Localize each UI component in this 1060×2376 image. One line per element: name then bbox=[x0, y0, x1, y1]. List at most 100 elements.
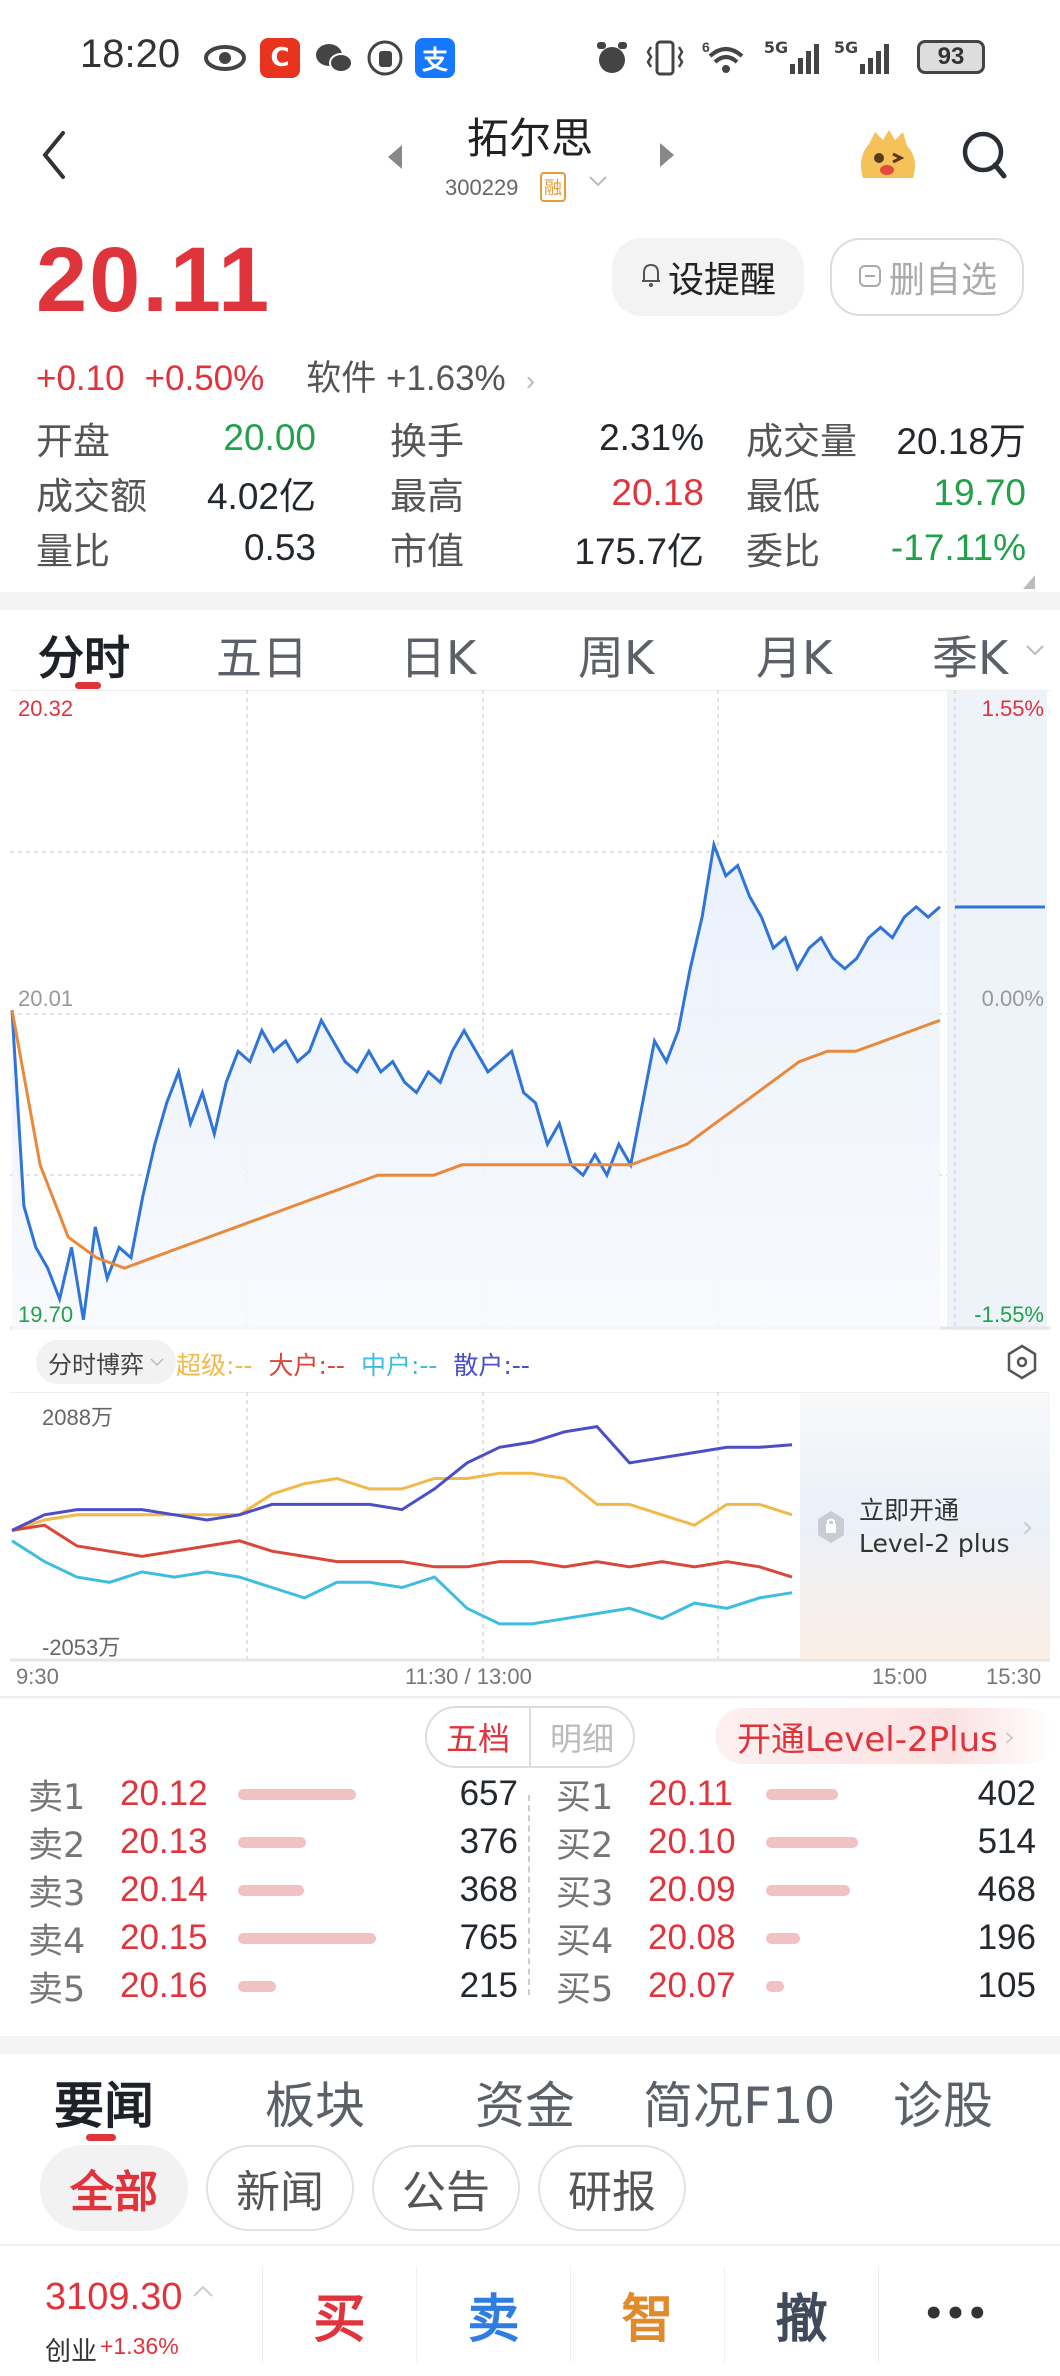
stats-grid: 开盘 20.00 换手 2.31% 成交量 20.18万 成交额 4.02亿 最高 20.… bbox=[36, 410, 1026, 575]
more-icon[interactable]: ••• bbox=[878, 2266, 1032, 2362]
index-change: +1.36% bbox=[100, 2333, 179, 2359]
ask-row[interactable]: 卖5 20.16 215 bbox=[28, 1966, 518, 2010]
stat-market-cap: 市值 175.7亿 bbox=[390, 529, 704, 573]
next-stock-arrow-icon[interactable] bbox=[660, 143, 674, 167]
bid-row[interactable]: 买2 20.10 514 bbox=[556, 1822, 1036, 1866]
ask-side: 卖1 20.12 657 卖2 20.13 376 卖3 20.14 368 卖4 20.15… bbox=[28, 1770, 518, 2010]
flow-y-max: 2088万 bbox=[42, 1405, 113, 1430]
vibrate-icon bbox=[645, 38, 685, 78]
tab-f10[interactable]: 简况F10 bbox=[643, 2077, 836, 2135]
orderbook-toggle: 五档 明细 bbox=[425, 1706, 635, 1768]
bottom-trade-bar: 3109.30 创业 +1.36% 买 卖 智 撤 ••• bbox=[0, 2244, 1060, 2376]
clock: 18:20 bbox=[80, 32, 181, 76]
smart-order-button[interactable]: 智 bbox=[570, 2266, 724, 2362]
filter-all[interactable]: 全部 bbox=[40, 2145, 188, 2231]
flow-legend: 超级:-- 大户:-- 中户:-- 散户:-- bbox=[176, 1346, 530, 1382]
money-flow-chart[interactable]: 2088万 -2053万 立即开通 Level-2 plus › bbox=[0, 1391, 1060, 1692]
prev-stock-arrow-icon[interactable] bbox=[388, 145, 402, 169]
ask-row[interactable]: 卖1 20.12 657 bbox=[28, 1774, 518, 1818]
intraday-chart[interactable]: 20.32 20.01 19.70 1.55% 0.00% -1.55% bbox=[0, 689, 1060, 1330]
sell-button[interactable]: 卖 bbox=[416, 2266, 570, 2362]
filter-news[interactable]: 新闻 bbox=[206, 2145, 354, 2231]
bid-side: 买1 20.11 402 买2 20.10 514 买3 20.09 468 买4 20.08… bbox=[556, 1770, 1036, 2010]
expand-corner-icon[interactable] bbox=[1023, 575, 1035, 589]
stat-volume: 成交量 20.18万 bbox=[746, 419, 1026, 463]
stat-volume-ratio: 量比 0.53 bbox=[36, 526, 316, 573]
chart-period-tabs: 分时 五日 日K 周K 月K 季K bbox=[0, 612, 1060, 692]
legend-super: 超级:-- bbox=[176, 1351, 253, 1380]
ask-row[interactable]: 卖4 20.15 765 bbox=[28, 1918, 518, 1962]
chevron-up-icon bbox=[192, 2276, 214, 2304]
news-filters: 全部 新闻 公告 研报 bbox=[40, 2145, 686, 2231]
chevron-right-icon[interactable]: › bbox=[525, 365, 536, 396]
time-mid: 11:30 / 13:00 bbox=[405, 1664, 532, 1689]
thumb-app-icon bbox=[365, 38, 405, 78]
back-button[interactable] bbox=[35, 125, 75, 185]
flow-chart-header: 分时博弈 超级:-- 大户:-- 中户:-- 散户:-- bbox=[0, 1332, 1060, 1394]
orderbook-divider bbox=[528, 1795, 530, 1995]
sector-link[interactable]: 软件 +1.63% bbox=[306, 350, 505, 401]
ask-row[interactable]: 卖3 20.14 368 bbox=[28, 1870, 518, 1914]
lock-icon bbox=[818, 1511, 844, 1543]
filter-announcements[interactable]: 公告 bbox=[372, 2145, 520, 2231]
buy-button[interactable]: 买 bbox=[262, 2266, 416, 2362]
open-level2-button[interactable]: 开通Level-2Plus › bbox=[715, 1708, 1055, 1764]
active-tab-indicator bbox=[86, 2134, 116, 2141]
set-alert-button[interactable]: 设提醒 bbox=[612, 238, 804, 316]
bell-icon bbox=[640, 257, 662, 298]
bid-row[interactable]: 买1 20.11 402 bbox=[556, 1774, 1036, 1818]
margin-trading-badge: 融 bbox=[540, 172, 566, 202]
bid-row[interactable]: 买4 20.08 196 bbox=[556, 1918, 1036, 1962]
level2-promo[interactable]: 立即开通 Level-2 plus › bbox=[815, 1494, 1034, 1560]
chevron-down-icon[interactable] bbox=[1025, 642, 1045, 661]
tab-intraday[interactable]: 分时 bbox=[38, 631, 130, 685]
stock-name: 拓尔思 bbox=[466, 114, 593, 163]
stat-open: 开盘 20.00 bbox=[36, 416, 316, 463]
chevron-down-icon bbox=[150, 1358, 164, 1367]
tab-quarterly-k[interactable]: 季K bbox=[932, 631, 1009, 685]
tab-trade-detail[interactable]: 明细 bbox=[549, 1720, 614, 1758]
tab-monthly-k[interactable]: 月K bbox=[756, 631, 833, 685]
svg-text:6: 6 bbox=[702, 39, 710, 55]
status-bar: 18:20 C 支 6 5G 5G 93 bbox=[0, 0, 1060, 110]
mascot-icon[interactable] bbox=[855, 128, 921, 186]
time-start: 9:30 bbox=[16, 1664, 59, 1689]
ask-row[interactable]: 卖2 20.13 376 bbox=[28, 1822, 518, 1866]
stat-low: 最低 19.70 bbox=[746, 471, 1026, 518]
tab-news-headlines[interactable]: 要闻 bbox=[54, 2077, 154, 2135]
y-axis-high: 20.32 bbox=[18, 696, 74, 721]
index-value: 3109.30 bbox=[45, 2276, 183, 2318]
indicator-select[interactable]: 分时博弈 bbox=[36, 1340, 176, 1384]
battery-indicator: 93 bbox=[917, 40, 985, 74]
tab-daily-k[interactable]: 日K bbox=[400, 631, 477, 685]
index-ticker[interactable]: 3109.30 创业 +1.36% bbox=[0, 2246, 260, 2376]
chevron-right-icon: › bbox=[1021, 1509, 1034, 1545]
stat-turnover: 换手 2.31% bbox=[390, 416, 704, 463]
promo-line2: Level-2 plus bbox=[859, 1529, 1010, 1558]
y-axis-right-low: -1.55% bbox=[974, 1302, 1044, 1327]
minus-box-icon bbox=[857, 257, 883, 298]
filter-research[interactable]: 研报 bbox=[538, 2145, 686, 2231]
tab-five-day[interactable]: 五日 bbox=[216, 631, 308, 685]
tab-sector[interactable]: 板块 bbox=[265, 2077, 365, 2135]
legend-medium: 中户:-- bbox=[360, 1351, 438, 1380]
remove-watchlist-button[interactable]: 删自选 bbox=[830, 238, 1024, 316]
tab-diagnosis[interactable]: 诊股 bbox=[893, 2077, 993, 2135]
y-axis-right-mid: 0.00% bbox=[981, 986, 1044, 1011]
tab-capital[interactable]: 资金 bbox=[475, 2077, 575, 2135]
bid-row[interactable]: 买5 20.07 105 bbox=[556, 1966, 1036, 2010]
price-change: +0.10 bbox=[36, 359, 125, 398]
search-icon[interactable] bbox=[960, 128, 1010, 183]
sector-change: +1.63% bbox=[386, 359, 506, 398]
tab-weekly-k[interactable]: 周K bbox=[578, 631, 655, 685]
active-tab-indicator bbox=[75, 682, 101, 689]
tab-five-levels[interactable]: 五档 bbox=[427, 1708, 531, 1766]
bid-row[interactable]: 买3 20.09 468 bbox=[556, 1870, 1036, 1914]
cancel-order-button[interactable]: 撤 bbox=[724, 2266, 878, 2362]
chevron-down-icon[interactable] bbox=[588, 172, 608, 193]
remove-watchlist-label: 删自选 bbox=[888, 260, 997, 301]
settings-hexagon-icon[interactable] bbox=[1006, 1344, 1038, 1384]
wechat-icon bbox=[312, 38, 356, 78]
wifi-icon: 6 bbox=[700, 38, 750, 78]
divider bbox=[0, 592, 1060, 610]
